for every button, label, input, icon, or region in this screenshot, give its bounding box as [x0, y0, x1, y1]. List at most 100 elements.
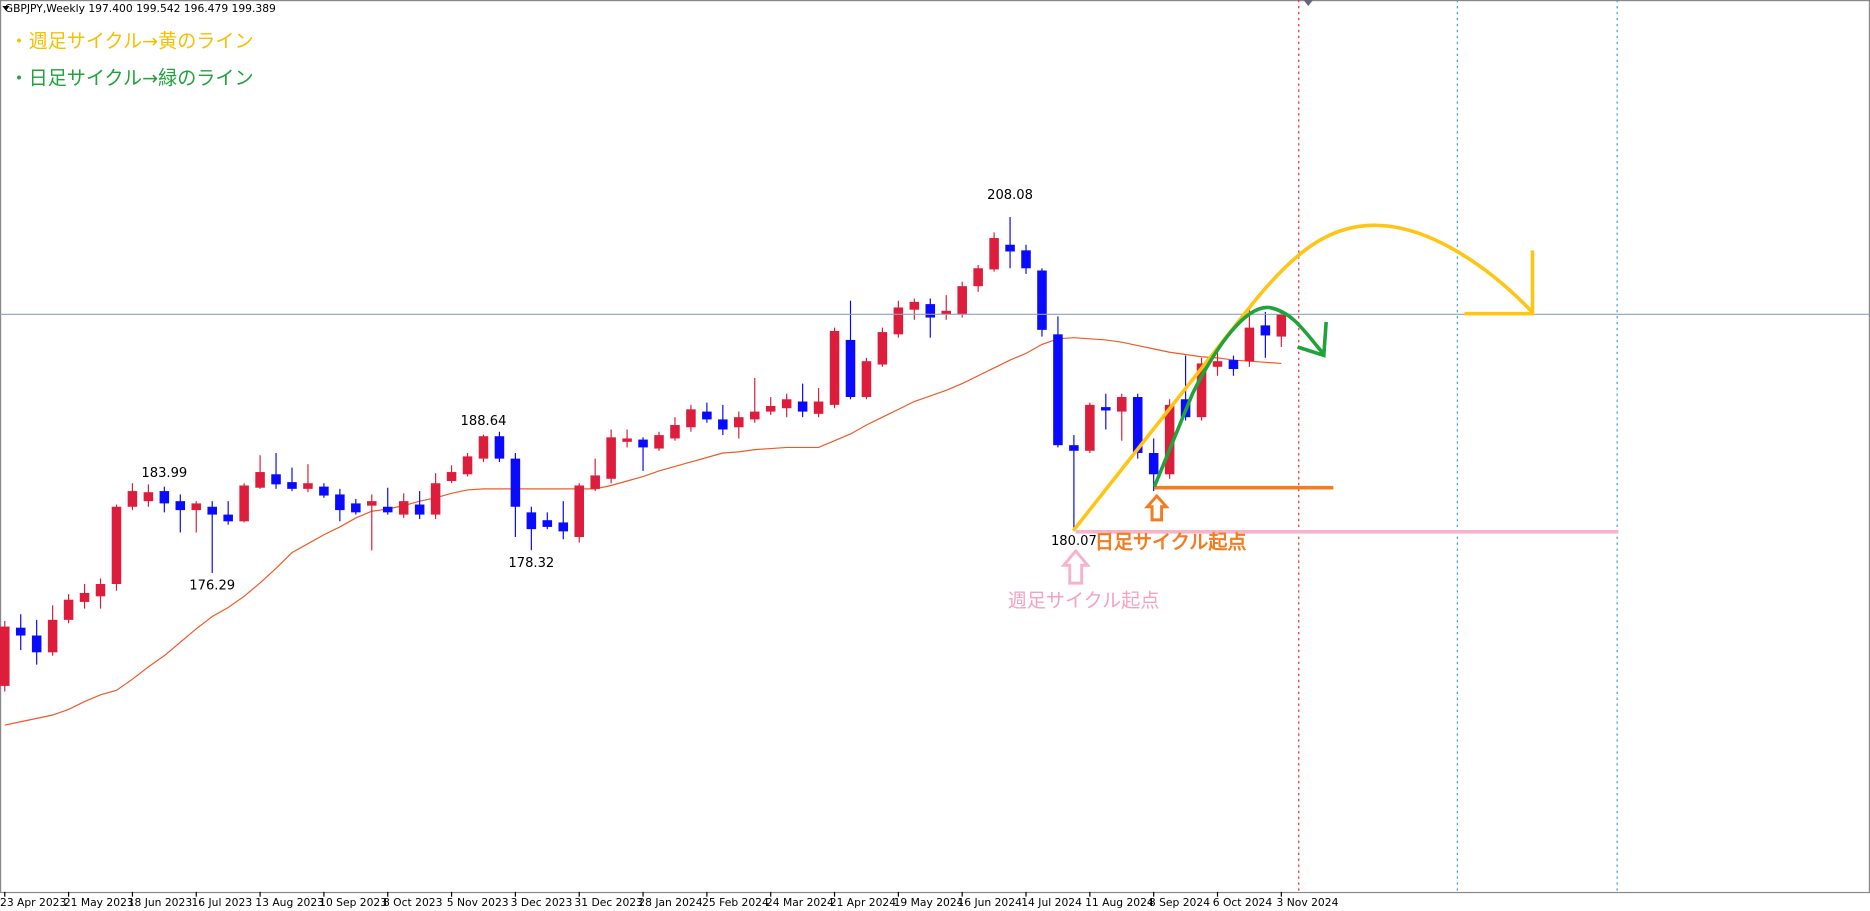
- x-tick-label: 11 Aug 2024: [1085, 896, 1154, 909]
- candle-body: [989, 238, 999, 270]
- candle-body: [781, 399, 792, 409]
- candle-body: [1037, 270, 1047, 330]
- candle-body: [1101, 407, 1111, 411]
- daily-start-arrow: [1143, 493, 1170, 522]
- candle-body: [335, 494, 345, 511]
- candle-body: [797, 401, 808, 412]
- candle-body: [877, 332, 888, 365]
- candle-body: [638, 439, 648, 448]
- x-tick-label: 8 Oct 2023: [383, 896, 442, 909]
- candle-body: [590, 475, 600, 489]
- candle-body: [207, 506, 217, 515]
- candle-body: [1276, 314, 1287, 337]
- candle-body: [718, 419, 728, 430]
- candle-body: [398, 501, 409, 515]
- candle-body: [239, 485, 249, 522]
- price-label: 188.64: [461, 414, 507, 429]
- candle-body: [510, 458, 521, 507]
- candle-body: [749, 411, 760, 420]
- candle-body: [1132, 397, 1143, 454]
- candle-body: [367, 501, 377, 506]
- x-tick-label: 16 Jun 2024: [957, 896, 1022, 909]
- note: ・週足サイクル→黄のライン: [10, 31, 254, 53]
- price-label: 176.29: [189, 579, 235, 594]
- x-tick-label: 3 Nov 2024: [1277, 896, 1339, 909]
- candle-body: [159, 491, 170, 504]
- candles: [0, 216, 1870, 726]
- x-tick-label: 18 Jun 2023: [128, 896, 192, 909]
- x-tick-label: 19 May 2024: [894, 896, 964, 909]
- candle-body: [143, 492, 154, 502]
- candle-body: [255, 472, 265, 488]
- candle-body: [1069, 445, 1079, 451]
- x-tick-label: 5 Nov 2023: [447, 896, 509, 909]
- daily-cycle-arrow: [1297, 321, 1328, 358]
- price-label: 180.07: [1051, 534, 1097, 549]
- candle-body: [223, 514, 233, 522]
- candle-body: [382, 506, 393, 513]
- candle-body: [526, 512, 537, 530]
- candle-body: [845, 339, 856, 398]
- candle-body: [191, 503, 202, 511]
- candle-body: [351, 503, 361, 513]
- x-tick-label: 14 Jul 2024: [1021, 896, 1082, 909]
- x-tick-label: 21 Apr 2024: [830, 896, 896, 909]
- candle-body: [462, 456, 473, 475]
- candle-body: [1228, 360, 1239, 370]
- x-tick-label: 21 May 2023: [64, 896, 134, 909]
- candle-body: [606, 437, 616, 479]
- chart-title: GBPJPY,Weekly 197.400 199.542 196.479 19…: [5, 2, 276, 15]
- candle-body: [303, 483, 313, 489]
- candle-body: [813, 401, 824, 414]
- weekly-cycle-arrow: [1464, 250, 1535, 316]
- candle-body: [1260, 325, 1271, 336]
- candle-body: [271, 474, 281, 485]
- candle-body: [558, 522, 569, 532]
- candle-body: [1021, 250, 1031, 269]
- x-tick-label: 23 Apr 2023: [0, 896, 66, 909]
- annotation: 日足サイクル起点: [1095, 532, 1247, 554]
- candle-body: [686, 409, 696, 428]
- x-tick-label: 24 Mar 2024: [766, 896, 834, 909]
- candle-body: [95, 584, 106, 597]
- candle-body: [1244, 327, 1255, 362]
- candle-body: [1148, 453, 1159, 475]
- candle-body: [63, 599, 74, 620]
- candle-body: [414, 504, 425, 515]
- candle-body: [957, 286, 967, 315]
- weekly-cycle-curve: [1071, 223, 1534, 532]
- candle-body: [654, 435, 664, 449]
- x-tick-label: 6 Oct 2024: [1213, 896, 1273, 909]
- candle-body: [111, 506, 122, 585]
- candle-body: [909, 301, 920, 310]
- candle-body: [765, 405, 776, 412]
- candle-body: [1212, 361, 1223, 367]
- x-tick-label: 31 Dec 2023: [574, 896, 642, 909]
- candle-body: [574, 485, 584, 537]
- candle-body: [973, 268, 983, 287]
- candle-body: [925, 304, 936, 318]
- candle-body: [47, 619, 58, 653]
- candle-body: [79, 592, 90, 602]
- candle-body: [319, 486, 329, 496]
- x-tick-label: 3 Dec 2023: [511, 896, 573, 909]
- candle-body: [622, 438, 632, 442]
- shift-marker: [1303, 0, 1314, 6]
- candle-body: [893, 307, 904, 335]
- candle-body: [941, 310, 952, 315]
- x-tick-label: 10 Sep 2023: [319, 896, 387, 909]
- candle-body: [702, 411, 712, 420]
- candle-body: [478, 436, 489, 459]
- candle-body: [175, 501, 186, 511]
- x-tick-label: 8 Sep 2024: [1149, 896, 1210, 909]
- candle-body: [446, 472, 457, 482]
- candle-body: [829, 330, 840, 405]
- price-label: 183.99: [141, 466, 187, 481]
- daily-cycle-curve: [1152, 305, 1326, 488]
- candle-body: [734, 417, 744, 428]
- candle-body: [861, 361, 872, 398]
- candle-body: [15, 627, 26, 636]
- title-marker: [2, 5, 10, 11]
